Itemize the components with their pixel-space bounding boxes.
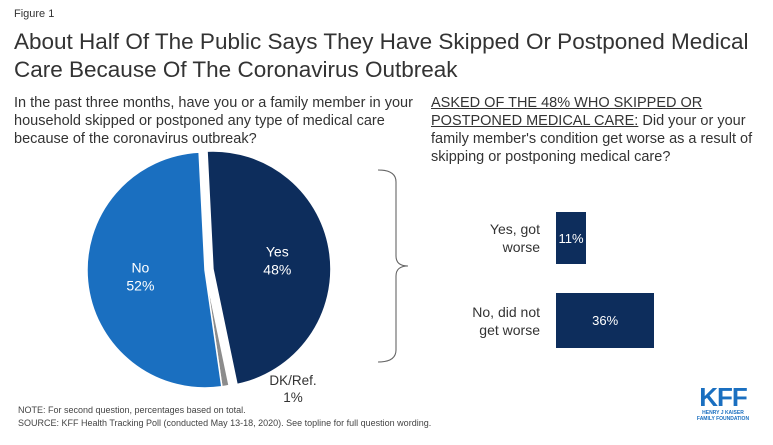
chart-title: About Half Of The Public Says They Have … xyxy=(14,29,749,82)
pie-value-no: 52% xyxy=(126,277,154,293)
bar-category-line: Yes, got xyxy=(489,221,540,237)
right-question-text: Did your or your family member's conditi… xyxy=(431,113,753,165)
bracket-path xyxy=(377,169,409,363)
pie-slice-yes xyxy=(206,150,332,386)
kff-logo: KFF HENRY J KAISER FAMILY FOUNDATION xyxy=(693,384,753,422)
source-text: SOURCE: KFF Health Tracking Poll (conduc… xyxy=(18,418,432,428)
dk-ref-value: 1% xyxy=(283,390,303,405)
logo-mark: KFF xyxy=(699,382,748,412)
pie-label-yes: Yes xyxy=(266,244,289,260)
bar-category-line: No, did not xyxy=(472,303,540,320)
logo-sub-1: HENRY J KAISER xyxy=(702,410,744,416)
left-question: In the past three months, have you or a … xyxy=(14,95,413,147)
logo-sub-2: FAMILY FOUNDATION xyxy=(696,416,750,422)
bar-value-label: 11% xyxy=(558,230,584,246)
dk-ref-label: DK/Ref. 1% xyxy=(258,372,328,406)
footnote: NOTE: For second question, percentages b… xyxy=(18,404,431,430)
bar-category-line: worse xyxy=(502,239,540,255)
bar-category-label: No, did not get worse xyxy=(430,303,540,339)
pie-value-yes: 48% xyxy=(263,262,291,278)
right-question: ASKED OF THE 48% WHO SKIPPED OR POSTPONE… xyxy=(431,94,761,166)
dk-ref-category: DK/Ref. xyxy=(269,373,317,388)
bar-yes-got-worse: 11% xyxy=(556,212,587,264)
note-text: NOTE: For second question, percentages b… xyxy=(18,405,246,415)
bar-value-label: 36% xyxy=(592,313,619,328)
bar-no-did-not-get-worse: 36% xyxy=(556,293,655,348)
pie-slice-no xyxy=(86,151,223,389)
pie-label-no: No xyxy=(131,259,149,275)
figure-label: Figure 1 xyxy=(14,8,55,20)
bar-category-line: get worse xyxy=(479,321,540,338)
right-question-qualifier: ASKED OF THE 48% WHO SKIPPED OR POSTPONE… xyxy=(431,95,703,129)
bar-category-label: Yes, got worse xyxy=(430,220,540,256)
